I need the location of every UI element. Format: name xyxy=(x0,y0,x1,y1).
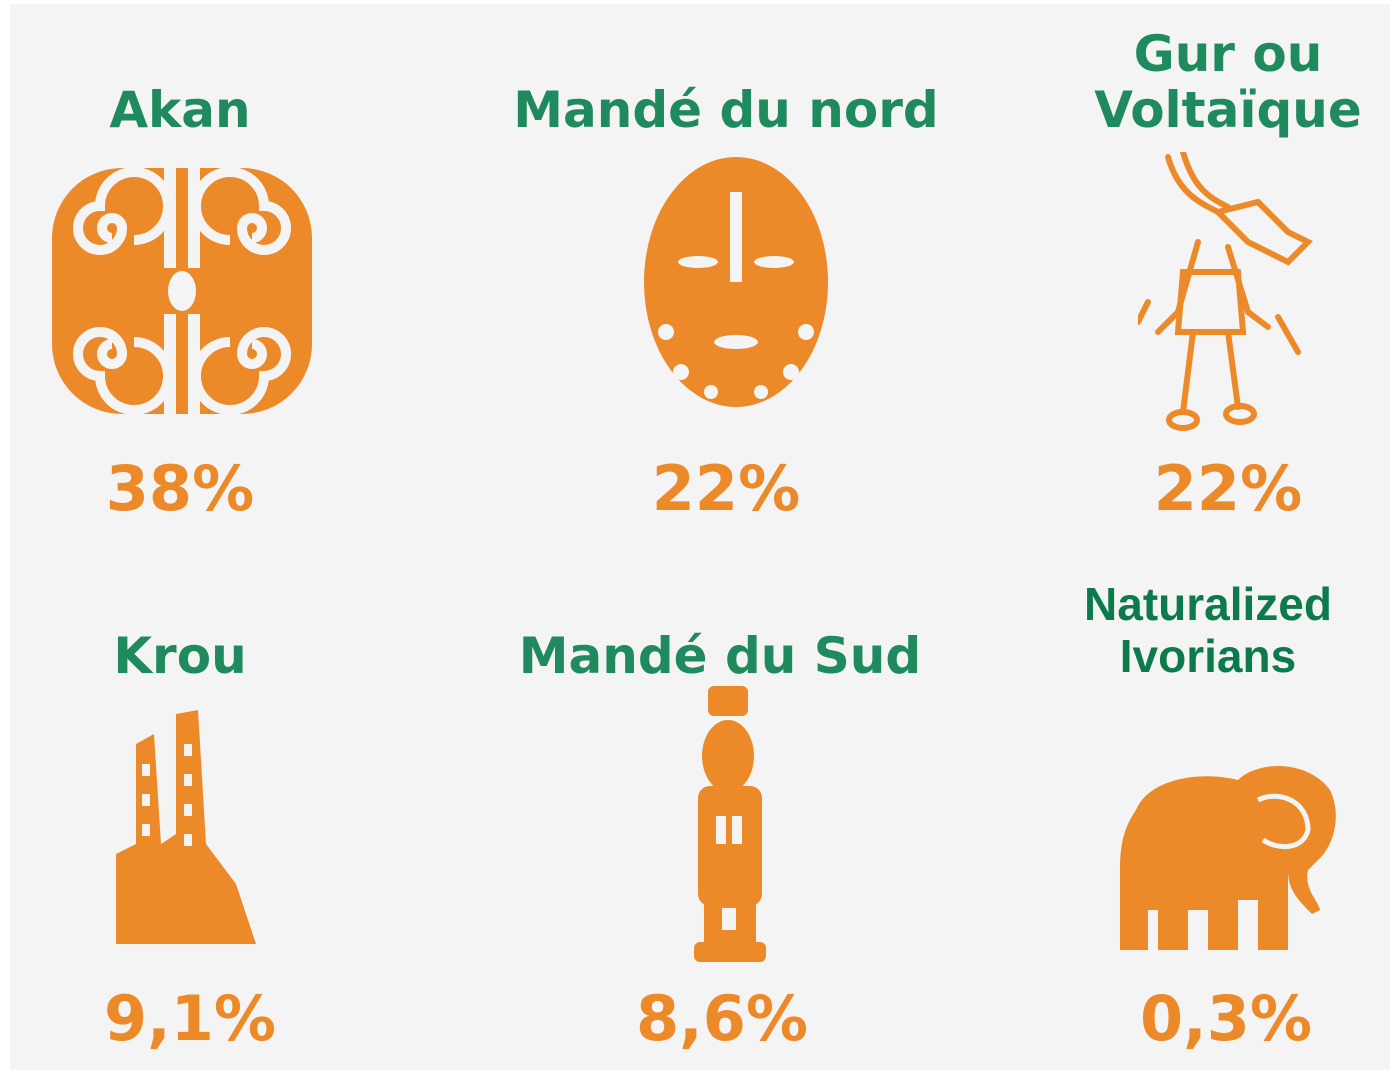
title-line: Mandé du Sud xyxy=(490,628,950,684)
title-line: Krou xyxy=(0,628,410,684)
group-title: Mandé du nord xyxy=(496,82,956,138)
statue-icon xyxy=(684,686,774,964)
group-share: 38% xyxy=(0,454,410,524)
title-line: Ivorians xyxy=(978,630,1392,682)
group-title: Akan xyxy=(0,82,410,138)
group-share: 22% xyxy=(998,454,1392,524)
page: Akan Mandé du nord Gur ouVoltaïque 38% 2… xyxy=(0,0,1392,1074)
group-title: Krou xyxy=(0,628,410,684)
adinkra-icon xyxy=(52,168,312,414)
group-share: 0,3% xyxy=(996,984,1392,1054)
title-line: Gur ou xyxy=(998,26,1392,82)
title-line: Akan xyxy=(0,82,410,138)
group-share: 8,6% xyxy=(492,984,952,1054)
group-share: 22% xyxy=(496,454,956,524)
elephant-icon xyxy=(1108,760,1348,956)
group-share: 9,1% xyxy=(0,984,420,1054)
krou-sculpture-icon xyxy=(106,704,266,950)
title-line: Naturalized xyxy=(978,578,1392,630)
group-title: Mandé du Sud xyxy=(490,628,950,684)
title-line: Voltaïque xyxy=(998,82,1392,138)
title-line: Mandé du nord xyxy=(496,82,956,138)
masked-dancer-icon xyxy=(1138,152,1328,442)
mask-icon xyxy=(636,152,836,422)
